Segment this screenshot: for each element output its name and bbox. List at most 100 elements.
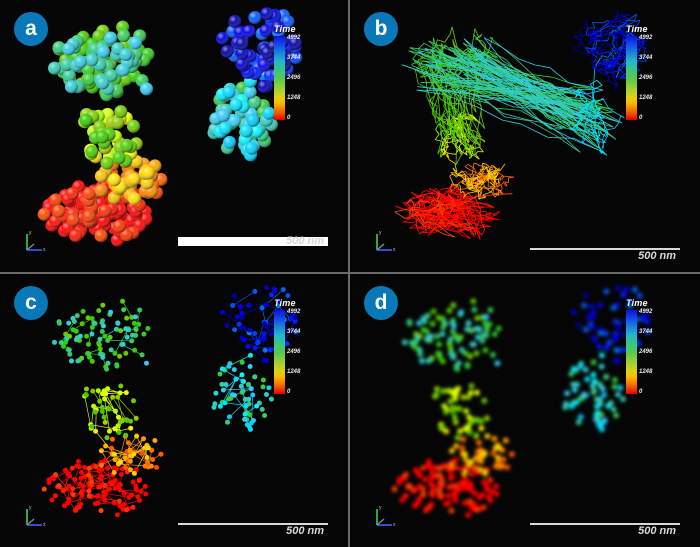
particle-marker xyxy=(644,314,650,321)
trajectory-segment xyxy=(433,189,442,200)
colorbar-tick: 3744 xyxy=(639,328,653,335)
particle-marker xyxy=(563,400,569,407)
particle-marker xyxy=(424,463,430,469)
particle-shading xyxy=(140,82,153,96)
particle-marker xyxy=(232,327,238,333)
trajectory-segment xyxy=(613,33,620,40)
particle-marker xyxy=(463,408,470,414)
trajectory-segment xyxy=(474,168,477,175)
trajectory-segment xyxy=(586,103,594,121)
trajectory-segment xyxy=(631,28,636,34)
particle-marker xyxy=(226,363,232,369)
link-segment xyxy=(107,340,132,342)
trajectory-segment xyxy=(456,170,463,178)
trajectory-segment xyxy=(593,88,595,94)
particle-marker xyxy=(117,353,123,359)
trajectory-segment xyxy=(436,59,467,68)
particle-marker xyxy=(271,288,277,294)
particle-marker xyxy=(95,493,101,499)
particle-marker xyxy=(472,490,478,497)
trajectory-segment xyxy=(623,77,626,79)
trajectory-segment xyxy=(485,78,495,81)
trajectory-segment xyxy=(581,117,585,121)
particle-shading xyxy=(243,85,257,99)
particle-marker xyxy=(468,459,475,465)
particle-marker xyxy=(573,399,580,406)
trajectory-segment xyxy=(476,175,488,185)
particle-marker xyxy=(574,381,581,388)
trajectory-segment xyxy=(617,115,622,124)
trajectory-segment xyxy=(601,55,608,58)
colorbar-tick: 4992 xyxy=(639,308,653,315)
link-segment xyxy=(136,435,148,458)
particle-marker xyxy=(125,440,131,446)
trajectory-segment xyxy=(436,58,442,61)
trajectory-segment xyxy=(444,211,451,215)
trajectory-segment xyxy=(434,223,441,227)
trajectory-segment xyxy=(441,62,465,70)
particle-marker xyxy=(465,394,472,400)
trajectory-segment xyxy=(521,79,542,84)
trajectory-segment xyxy=(595,113,601,119)
trajectory-segment xyxy=(451,184,456,187)
trajectory-segment xyxy=(432,74,439,76)
particle-marker xyxy=(144,455,150,460)
trajectory-segment xyxy=(499,87,513,90)
trajectory-segment xyxy=(500,63,513,72)
trajectory-segment xyxy=(453,102,459,107)
particle-marker xyxy=(462,469,468,476)
particle-marker xyxy=(123,432,129,438)
trajectory-segment xyxy=(589,32,593,36)
particle-marker xyxy=(478,458,484,465)
colorbar-tick: 0 xyxy=(287,389,291,396)
trajectory-segment xyxy=(447,121,449,127)
trajectory-segment xyxy=(459,185,462,194)
particle-marker xyxy=(236,321,242,327)
trajectory-segment xyxy=(450,221,457,223)
particle-shading xyxy=(239,124,253,138)
trajectory-segment xyxy=(444,58,452,65)
trajectory-segment xyxy=(444,82,475,92)
trajectory-segment xyxy=(444,190,446,195)
trajectory-segment xyxy=(457,130,463,136)
particle-marker xyxy=(231,367,237,373)
trajectory-segment xyxy=(451,71,471,84)
trajectory-segment xyxy=(467,124,472,144)
particle-marker xyxy=(474,315,481,321)
trajectory-segment xyxy=(580,131,596,147)
particle-marker xyxy=(124,334,130,340)
particle-marker xyxy=(73,328,79,334)
particle-marker xyxy=(423,507,429,514)
trajectory-segment xyxy=(616,14,622,25)
particle-shading xyxy=(112,151,126,165)
trajectory-segment xyxy=(464,55,467,58)
trajectory-segment xyxy=(599,148,608,156)
trajectory-segment xyxy=(452,133,455,142)
trajectory-segment xyxy=(394,205,409,211)
particle-marker xyxy=(264,285,270,291)
particle-marker xyxy=(130,504,136,510)
trajectory-segment xyxy=(553,105,570,116)
trajectory-segment xyxy=(599,25,605,30)
trajectory-segment xyxy=(459,174,466,176)
particle-marker xyxy=(468,418,474,425)
trajectory-segment xyxy=(596,113,604,122)
trajectory-segment xyxy=(436,230,445,235)
particle-marker xyxy=(474,389,480,396)
trajectory-segment xyxy=(463,135,467,145)
particle-marker xyxy=(426,458,432,465)
trajectory-segment xyxy=(574,36,581,41)
trajectory-segment xyxy=(482,41,486,46)
particle-marker xyxy=(470,341,477,348)
particle-marker xyxy=(238,383,244,389)
trajectory-segment xyxy=(487,79,491,84)
link-segment xyxy=(95,430,115,455)
trajectory-segment xyxy=(571,124,576,131)
particle-marker xyxy=(152,438,158,443)
particle-marker xyxy=(246,302,252,308)
particle-marker xyxy=(577,414,584,420)
trajectory-segment xyxy=(429,224,433,227)
particle-marker xyxy=(247,364,253,369)
trajectory-segment xyxy=(467,178,475,181)
particle-marker xyxy=(415,500,421,506)
